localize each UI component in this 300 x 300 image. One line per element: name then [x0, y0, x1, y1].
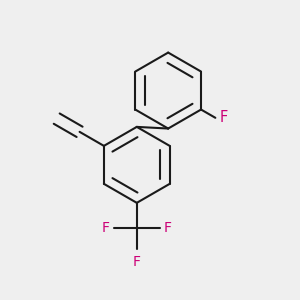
Text: F: F: [164, 220, 172, 235]
Text: F: F: [102, 220, 110, 235]
Text: F: F: [133, 255, 141, 269]
Text: F: F: [220, 110, 228, 125]
